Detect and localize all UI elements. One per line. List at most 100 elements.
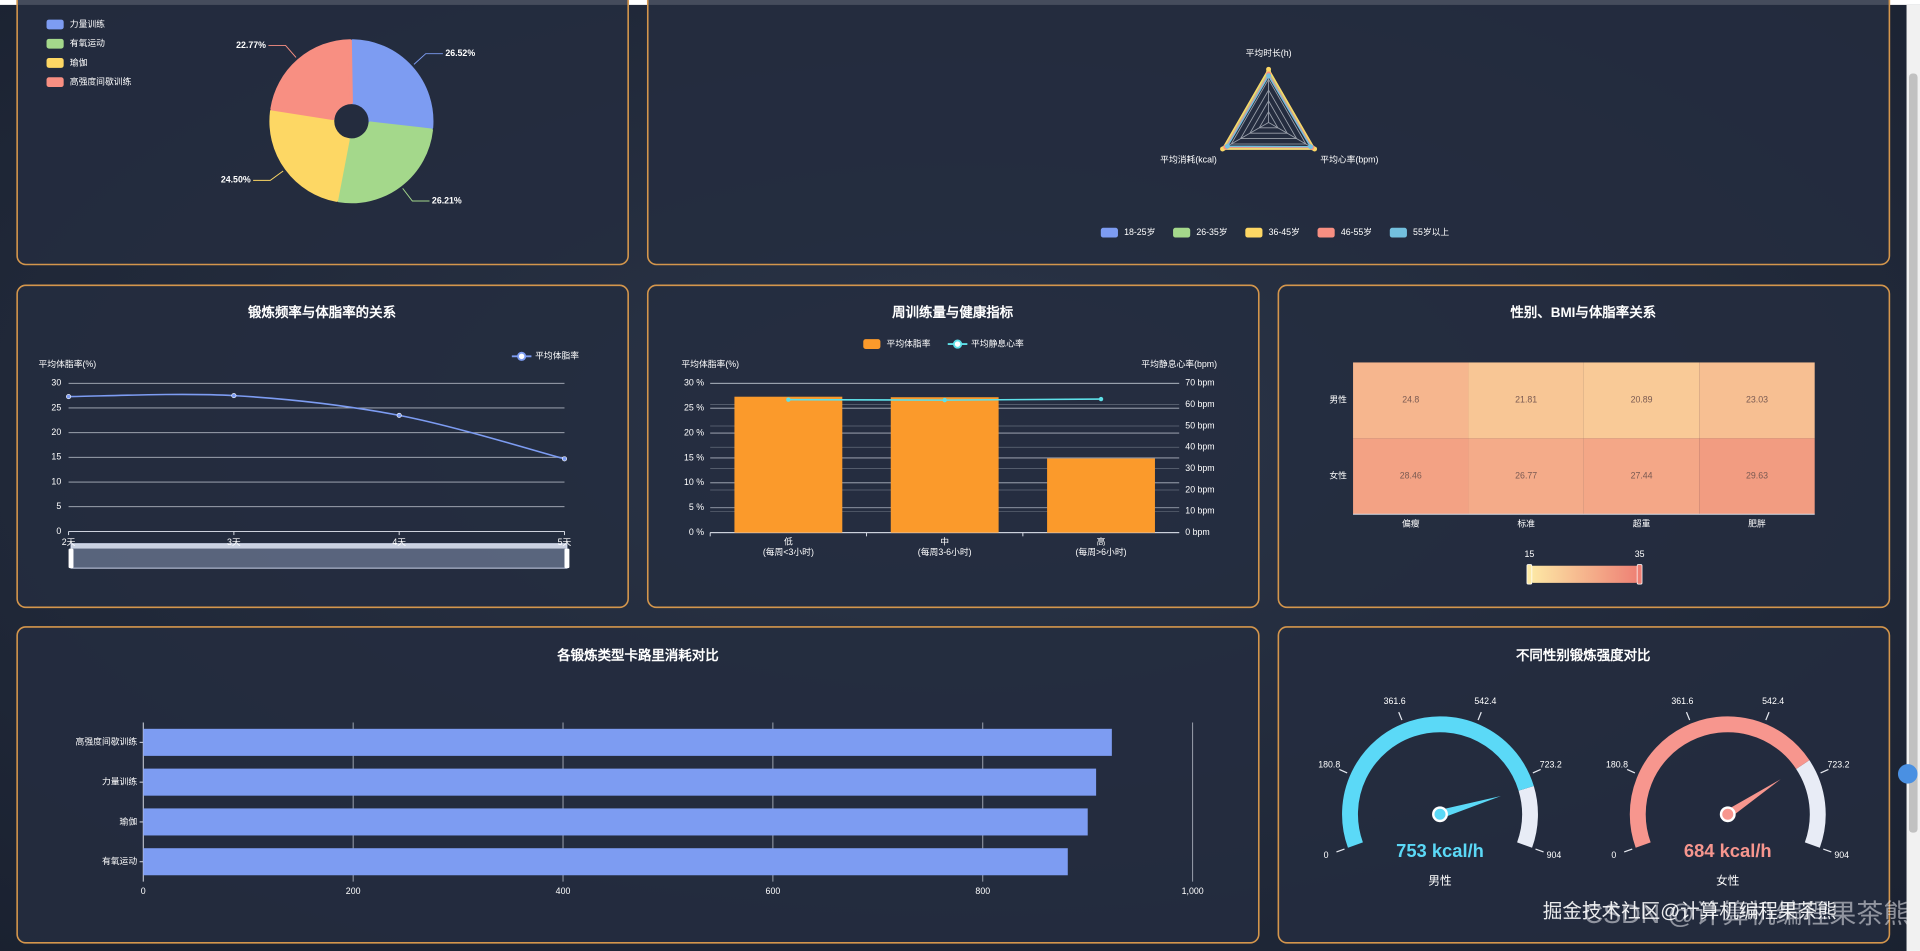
x-tick-label: 中(每周3-6小时) bbox=[918, 536, 972, 558]
heatmap-cell bbox=[1468, 362, 1584, 439]
gauge-tick-label: 361.6 bbox=[1384, 696, 1406, 706]
heatmap-cell bbox=[1353, 362, 1469, 439]
radar-area bbox=[1221, 67, 1316, 150]
leader-line bbox=[402, 188, 430, 202]
text-line: 高 bbox=[1097, 536, 1106, 547]
leader-line bbox=[268, 44, 297, 58]
cell-label: 21.81 bbox=[1515, 395, 1537, 405]
bar bbox=[143, 808, 1088, 836]
cell-label: 24.8 bbox=[1402, 395, 1419, 405]
scrollbar-thumb[interactable] bbox=[1908, 73, 1918, 833]
gauge-value: 753 kcal/h bbox=[1396, 840, 1484, 861]
chart-title: 不同性别锻炼强度对比 bbox=[1516, 647, 1651, 663]
gauge-name: 女性 bbox=[1716, 874, 1740, 888]
radar-ring bbox=[1239, 89, 1298, 140]
chart-title: 各锻炼类型卡路里消耗对比 bbox=[556, 647, 718, 663]
heatmap-cell bbox=[1468, 438, 1584, 515]
gauge-tick-label: 904 bbox=[1547, 850, 1562, 860]
gauge-tick bbox=[1623, 848, 1633, 853]
x-tick-label: 高(每周>6小时) bbox=[1075, 536, 1126, 558]
data-zoom-handle[interactable] bbox=[68, 548, 74, 569]
gauge-tick bbox=[1820, 768, 1829, 774]
y-tick-label: 20 % bbox=[684, 427, 704, 437]
y-tick-label: 5 % bbox=[689, 502, 704, 512]
y-tick-label: 25 % bbox=[684, 402, 704, 412]
y-tick-label: 15 bbox=[51, 452, 61, 462]
chart-title: 周训练量与健康指标 bbox=[892, 304, 1014, 320]
legend-icon bbox=[1389, 227, 1407, 238]
bar bbox=[734, 396, 843, 533]
y2-tick-label: 30 bpm bbox=[1185, 463, 1214, 473]
legend-icon bbox=[46, 58, 64, 68]
legend-icon bbox=[1317, 227, 1335, 238]
y-tick-label: 30 bbox=[51, 378, 61, 388]
cell-label: 28.46 bbox=[1400, 471, 1422, 481]
x-tick-label: 1,000 bbox=[1182, 886, 1204, 896]
bar bbox=[143, 768, 1097, 796]
x-tick-label: 低(每周<3小时) bbox=[763, 536, 814, 558]
side-tab[interactable] bbox=[1897, 764, 1918, 784]
gauge-tick-label: 723.2 bbox=[1540, 759, 1562, 769]
x-tick-label: 400 bbox=[556, 886, 571, 896]
line-point bbox=[66, 394, 72, 400]
heatmap-cell bbox=[1583, 438, 1700, 515]
y-tick-label: 10 bbox=[51, 476, 61, 486]
radar-point bbox=[1266, 66, 1272, 72]
data-zoom-bar[interactable] bbox=[71, 543, 567, 549]
legend-label: 瑜伽 bbox=[70, 56, 88, 67]
heatmap-cell bbox=[1699, 362, 1815, 439]
gauge-tick bbox=[1765, 711, 1770, 721]
line bbox=[68, 393, 565, 460]
gauge-tick-label: 0 bbox=[1611, 850, 1616, 860]
legend-label: 高强度间歇训练 bbox=[70, 75, 132, 86]
legend-icon bbox=[517, 351, 527, 361]
visual-map-handle[interactable] bbox=[1636, 564, 1643, 585]
y2-tick-label: 50 bpm bbox=[1185, 420, 1214, 430]
gauge-tick-label: 542.4 bbox=[1474, 696, 1496, 706]
legend-label: 平均静息心率 bbox=[971, 337, 1024, 348]
gauge-tick-label: 361.6 bbox=[1671, 696, 1693, 706]
leader-line bbox=[413, 53, 443, 65]
y-tick-label: 瑜伽 bbox=[120, 815, 138, 826]
gauge-tick bbox=[1685, 711, 1691, 721]
text-line: (每周3-6小时) bbox=[918, 546, 972, 557]
pie-slice bbox=[349, 39, 434, 130]
radar-indicator: 平均消耗(kcal) bbox=[1160, 154, 1217, 165]
bar bbox=[890, 397, 999, 533]
gauge-tick-label: 180.8 bbox=[1318, 759, 1340, 769]
data-label: 26.52% bbox=[445, 48, 475, 58]
x-tick-label: 600 bbox=[766, 886, 781, 896]
gauge-track bbox=[1517, 786, 1538, 848]
data-label: 24.50% bbox=[221, 175, 251, 185]
radar-ring bbox=[1249, 100, 1288, 134]
radar-axis bbox=[1221, 122, 1269, 150]
panel bbox=[1277, 626, 1891, 944]
heatmap-cell bbox=[1699, 438, 1815, 515]
bar bbox=[143, 848, 1068, 876]
gauge-tick bbox=[1398, 711, 1403, 721]
bar bbox=[143, 728, 1112, 756]
panel bbox=[16, 284, 629, 609]
legend-label: 36-45岁 bbox=[1269, 226, 1300, 237]
line-point bbox=[942, 397, 947, 403]
heatmap-cell bbox=[1353, 438, 1469, 515]
y-tick-label: 高强度间歇训练 bbox=[76, 736, 138, 747]
visual-map-handle[interactable] bbox=[1526, 564, 1533, 585]
gauge-tick bbox=[1535, 848, 1544, 853]
line-point bbox=[786, 397, 791, 402]
visual-map-label: 15 bbox=[1524, 549, 1534, 559]
gauge-tick-label: 180.8 bbox=[1606, 759, 1628, 769]
gauge-tick-label: 904 bbox=[1834, 850, 1849, 860]
data-zoom-handle[interactable] bbox=[564, 548, 570, 569]
y-tick-label: 男性 bbox=[1329, 394, 1347, 405]
text-line: 中 bbox=[940, 536, 949, 547]
legend-icon bbox=[952, 339, 963, 349]
gauge-pointer bbox=[1432, 795, 1501, 819]
legend-label: 18-25岁 bbox=[1124, 226, 1155, 237]
y-tick-label: 20 bbox=[51, 427, 61, 437]
visual-map[interactable] bbox=[1529, 565, 1640, 583]
legend-label: 力量训练 bbox=[70, 18, 105, 29]
radar-point bbox=[1308, 144, 1314, 150]
y2-tick-label: 60 bpm bbox=[1185, 399, 1214, 409]
